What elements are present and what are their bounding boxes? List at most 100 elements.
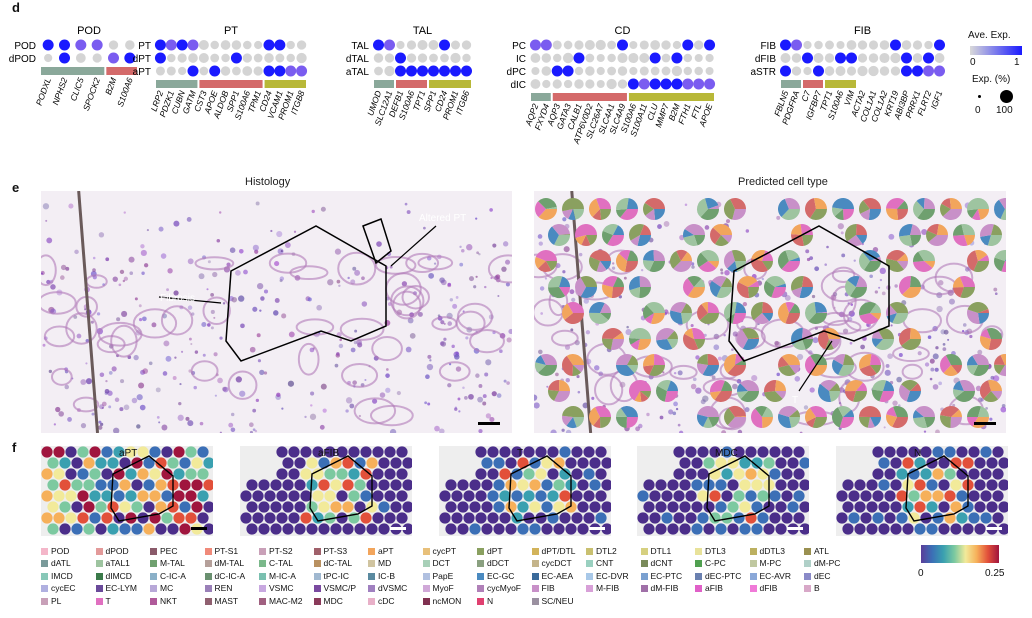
- legend-label: MD: [378, 558, 391, 568]
- spatial-spot: [288, 446, 299, 457]
- spatial-spot: [559, 490, 570, 501]
- legend-label: dIMCD: [106, 571, 132, 581]
- spatial-spot: [149, 468, 160, 479]
- histology-image: [41, 191, 512, 433]
- spatial-spot: [727, 501, 738, 512]
- dotplot-dot: [407, 53, 416, 62]
- legend-item: aFIB: [695, 583, 723, 593]
- spatial-spot: [246, 523, 257, 534]
- spatial-spot: [77, 468, 88, 479]
- spatial-spot: [378, 479, 389, 490]
- legend-label: C-IC-A: [160, 571, 186, 581]
- dotplot-dot: [780, 40, 791, 51]
- dotplot-dot: [156, 66, 165, 75]
- dotplot-dot: [167, 66, 176, 75]
- spatial-spot: [950, 479, 961, 490]
- spatial-spot: [547, 468, 558, 479]
- dotplot-dot: [695, 54, 703, 62]
- spot-pie: [859, 302, 881, 324]
- spot-pie: [629, 224, 651, 246]
- spatial-spot: [595, 468, 606, 479]
- dotplot-dot: [264, 53, 274, 63]
- dotplot-dot: [155, 53, 166, 64]
- spatial-spot: [372, 512, 383, 523]
- spatial-spot: [342, 501, 353, 512]
- legend-item: aTAL1: [96, 558, 130, 568]
- spatial-spot: [499, 512, 510, 523]
- dotplot-dot: [243, 53, 252, 62]
- spatial-spot: [59, 479, 70, 490]
- legend-label: MAC-M2: [269, 596, 303, 606]
- spot-pie: [899, 224, 921, 246]
- dotplot-dot: [618, 79, 627, 88]
- spatial-spot: [372, 446, 383, 457]
- spatial-spot: [469, 501, 480, 512]
- legend-label: PT-S1: [215, 546, 239, 556]
- spatial-spot: [739, 523, 750, 534]
- dotplot-row-label: dPOD: [9, 54, 36, 65]
- spatial-spot: [872, 490, 883, 501]
- legend-swatch: [641, 585, 648, 592]
- spatial-spot: [986, 457, 997, 468]
- dotplot-dot: [373, 40, 384, 51]
- spatial-spot: [896, 468, 907, 479]
- spot-pie: [832, 354, 854, 376]
- spatial-spot: [944, 490, 955, 501]
- dotplot-dot: [879, 53, 889, 63]
- dotplot-dot: [177, 40, 188, 51]
- spatial-colorbar: [921, 545, 999, 563]
- spatial-spot: [318, 523, 329, 534]
- legend-swatch: [804, 585, 811, 592]
- spatial-spot: [908, 468, 919, 479]
- spatial-spot: [167, 457, 178, 468]
- spot-pie: [710, 224, 732, 246]
- legend-item: B: [804, 583, 820, 593]
- legend-item: dPOD: [96, 546, 129, 556]
- legend-swatch: [804, 560, 811, 567]
- spatial-spot: [191, 457, 202, 468]
- spatial-spot: [745, 490, 756, 501]
- dotplot-dot: [275, 54, 284, 63]
- legend-label: POD: [51, 546, 69, 556]
- dotplot-dot: [868, 66, 878, 76]
- spatial-spot: [451, 512, 462, 523]
- legend-item: cycDCT: [532, 558, 572, 568]
- dotplot-dot: [564, 80, 572, 88]
- legend-swatch: [423, 585, 430, 592]
- spatial-spot: [294, 501, 305, 512]
- spatial-spot: [866, 501, 877, 512]
- spot-pie: [562, 302, 584, 324]
- dotplot-dot: [553, 40, 562, 49]
- legend-swatch: [205, 548, 212, 555]
- dotplot-dot: [682, 79, 693, 90]
- dotplot-dot: [199, 40, 209, 50]
- dotplot-dot: [704, 79, 715, 90]
- spatial-spot: [793, 490, 804, 501]
- spatial-spot: [938, 523, 949, 534]
- dotplot-dot: [869, 40, 878, 49]
- legend-item: VSMC/P: [314, 583, 357, 593]
- dotplot-dot: [188, 66, 199, 77]
- spatial-spot: [697, 468, 708, 479]
- spatial-spot: [679, 479, 690, 490]
- spatial-spot: [998, 479, 1008, 490]
- spatial-spot: [956, 490, 967, 501]
- spatial-spot: [300, 446, 311, 457]
- spatial-spot: [980, 468, 991, 479]
- spatial-spot: [318, 479, 329, 490]
- spatial-spot: [173, 446, 184, 457]
- legend-label: IMCD: [51, 571, 73, 581]
- spatial-spot: [89, 490, 100, 501]
- spatial-spot: [679, 501, 690, 512]
- dotplot-dot: [574, 79, 583, 88]
- legend-label: MAST: [215, 596, 239, 606]
- dotplot-dot: [439, 66, 450, 77]
- spatial-spot: [270, 523, 281, 534]
- legend-label: SC/NEU: [542, 596, 574, 606]
- dotplot-dot: [264, 40, 275, 51]
- spatial-spot: [95, 523, 106, 534]
- dotplot-dot: [450, 53, 460, 63]
- legend-label: DTL2: [596, 546, 617, 556]
- spot-pie: [575, 276, 597, 298]
- legend-label: cycPT: [433, 546, 457, 556]
